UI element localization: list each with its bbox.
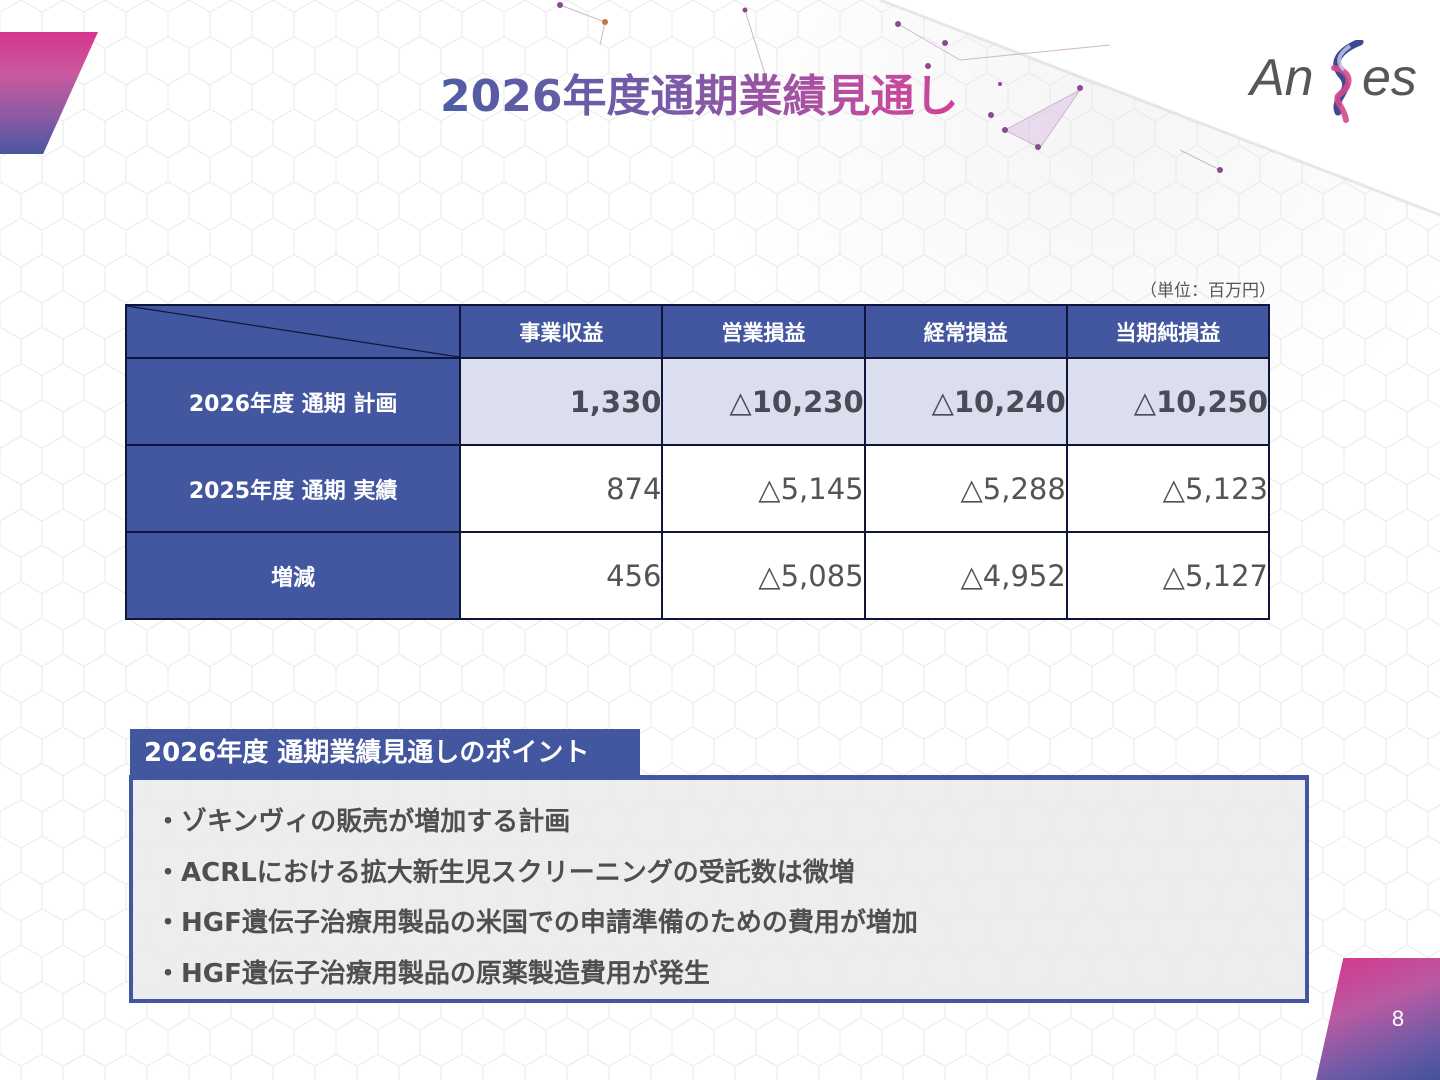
table-cell: △5,145 (661, 444, 866, 533)
column-header-ordinary-income: 経常損益 (863, 304, 1068, 359)
table-cell: △4,952 (863, 531, 1068, 620)
points-heading: 2026年度 通期業績見通しのポイント (130, 729, 640, 777)
table-cell: △10,250 (1065, 357, 1271, 446)
column-header-net-income: 当期純損益 (1065, 304, 1271, 359)
financial-forecast-table: 事業収益 営業損益 経常損益 当期純損益 2026年度 通期 計画 1,330 … (124, 304, 1271, 620)
table-cell: △10,230 (661, 357, 866, 446)
company-logo: An es (1248, 40, 1428, 134)
list-item: ・ACRLにおける拡大新生児スクリーニングの受託数は微増 (155, 857, 855, 888)
table-header-row: 事業収益 営業損益 経常損益 当期純損益 (124, 304, 1271, 359)
unit-note: （単位：百万円） (1140, 281, 1276, 301)
diagonal-line (127, 306, 459, 357)
table-cell: △5,085 (661, 531, 866, 620)
list-item: ・HGF遺伝子治療用製品の米国での申請準備のための費用が増加 (155, 908, 918, 938)
list-item: ・ゾキンヴィの販売が増加する計画 (155, 807, 571, 837)
table-corner-cell (124, 304, 462, 359)
table-cell: △5,127 (1065, 531, 1271, 620)
table-cell: △5,288 (863, 444, 1068, 533)
logo-text-right: es (1362, 49, 1417, 107)
dna-helix-icon (1331, 40, 1364, 123)
table-cell: △5,123 (1065, 444, 1271, 533)
column-header-revenue: 事業収益 (459, 304, 664, 359)
row-label: 増減 (124, 531, 462, 620)
points-list: ・ゾキンヴィの販売が増加する計画 ・ACRLにおける拡大新生児スクリーニングの受… (133, 780, 1305, 1000)
row-label: 2026年度 通期 計画 (124, 357, 462, 446)
table-cell: 1,330 (459, 357, 664, 446)
row-label: 2025年度 通期 実績 (124, 444, 462, 533)
list-item: ・HGF遺伝子治療用製品の原薬製造費用が発生 (155, 958, 710, 989)
column-header-operating-income: 営業損益 (661, 304, 866, 359)
table-cell: △10,240 (863, 357, 1068, 446)
logo-text-left: An (1250, 49, 1314, 107)
page-number: 8 (1391, 1006, 1405, 1031)
table-cell: 456 (459, 531, 664, 620)
table-row-2026-plan: 2026年度 通期 計画 1,330 △10,230 △10,240 △10,2… (124, 357, 1271, 446)
page-title: 2026年度通期業績見通し (440, 60, 958, 124)
table-row-2025-actual: 2025年度 通期 実績 874 △5,145 △5,288 △5,123 (124, 444, 1271, 533)
table-cell: 874 (459, 444, 664, 533)
points-box: ・ゾキンヴィの販売が増加する計画 ・ACRLにおける拡大新生児スクリーニングの受… (129, 775, 1309, 1003)
table-row-change: 増減 456 △5,085 △4,952 △5,127 (124, 531, 1271, 620)
